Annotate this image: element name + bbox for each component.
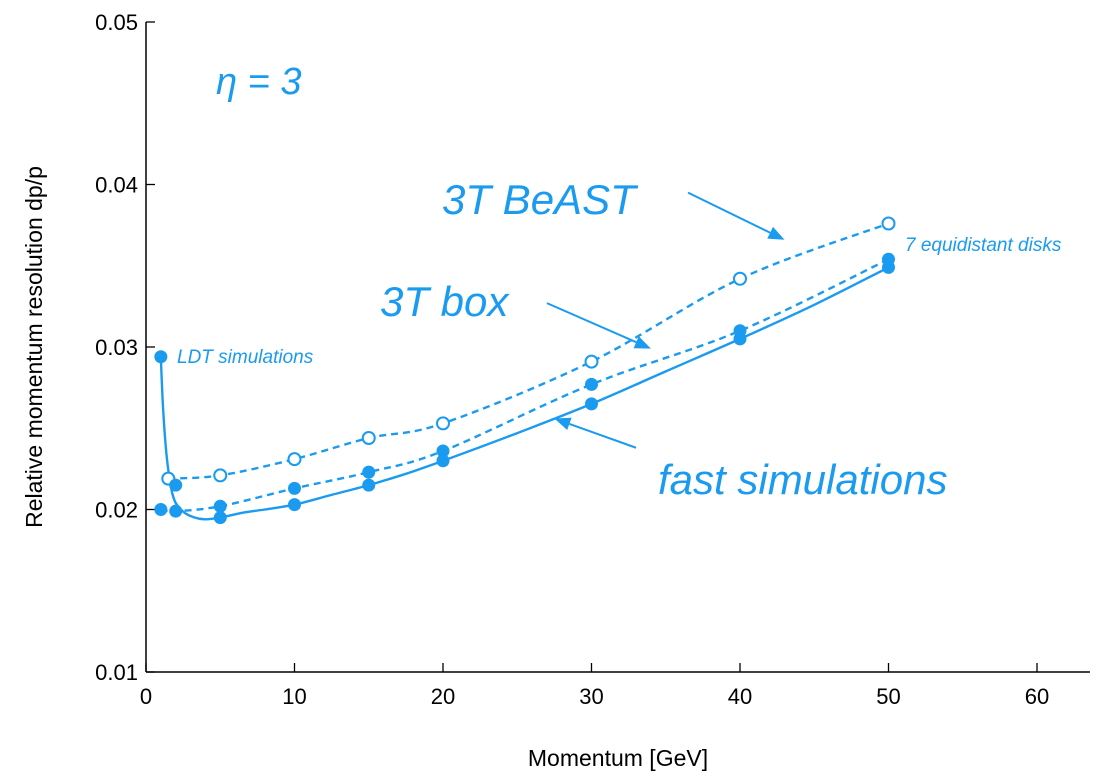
series-2-point [213, 511, 227, 525]
series-0-point [287, 452, 302, 467]
x-tick-label: 20 [431, 684, 455, 709]
x-tick-label: 40 [728, 684, 752, 709]
series-2-point [882, 260, 895, 274]
series-0-point [213, 468, 228, 483]
y-tick-label: 0.02 [95, 498, 138, 523]
series-2-point [733, 332, 747, 346]
series-2-point [436, 454, 450, 468]
x-tick-label: 10 [282, 684, 306, 709]
x-tick-label: 30 [579, 684, 603, 709]
series-0-point [881, 216, 896, 231]
ticks: 0 10 20 30 40 50 60 0.01 0.02 0.03 0.04 0.05 [95, 10, 1049, 709]
x-tick-label: 60 [1025, 684, 1049, 709]
x-axis-title: Momentum [GeV] [528, 745, 708, 771]
markers [154, 216, 896, 525]
series-1-point [288, 481, 301, 495]
series-2-point [362, 478, 376, 492]
annotation-box: 3T box [380, 278, 510, 325]
series-1-point [585, 377, 598, 391]
series-0-point [733, 271, 747, 286]
annotation-disks: 7 equidistant disks [905, 235, 1062, 256]
arrows [546, 191, 785, 449]
series-1-point [154, 503, 168, 516]
series-2-point [288, 498, 301, 512]
arrow-2-head [554, 417, 572, 430]
y-axis-title: Relative momentum resolution dp/p [21, 166, 47, 528]
y-tick-label: 0.05 [95, 10, 138, 35]
series-0-point [436, 416, 450, 431]
annotation-beast: 3T BeAST [442, 176, 639, 223]
arrow-1-shaft [546, 302, 637, 344]
arrow-0-shaft [687, 191, 771, 234]
series-2-point [154, 350, 168, 364]
arrow-2-shaft [569, 422, 637, 449]
series-0-point [361, 431, 376, 445]
annotation-fast: fast simulations [658, 456, 947, 503]
series-1-point [169, 504, 183, 518]
y-tick-label: 0.04 [95, 173, 138, 198]
arrow-1-head [633, 336, 651, 349]
y-tick-label: 0.03 [95, 335, 138, 360]
annotation-eta: η = 3 [216, 61, 302, 103]
series-2-point [585, 397, 598, 411]
series-2-point [169, 478, 183, 492]
y-tick-label: 0.01 [95, 660, 138, 685]
x-tick-label: 50 [876, 684, 900, 709]
arrow-0-head [767, 226, 785, 240]
x-tick-label: 0 [140, 684, 152, 709]
annotation-ldt: LDT simulations [177, 347, 314, 368]
series-1-point [213, 499, 227, 513]
series-1-point [362, 465, 376, 479]
series-0-point [584, 354, 599, 369]
